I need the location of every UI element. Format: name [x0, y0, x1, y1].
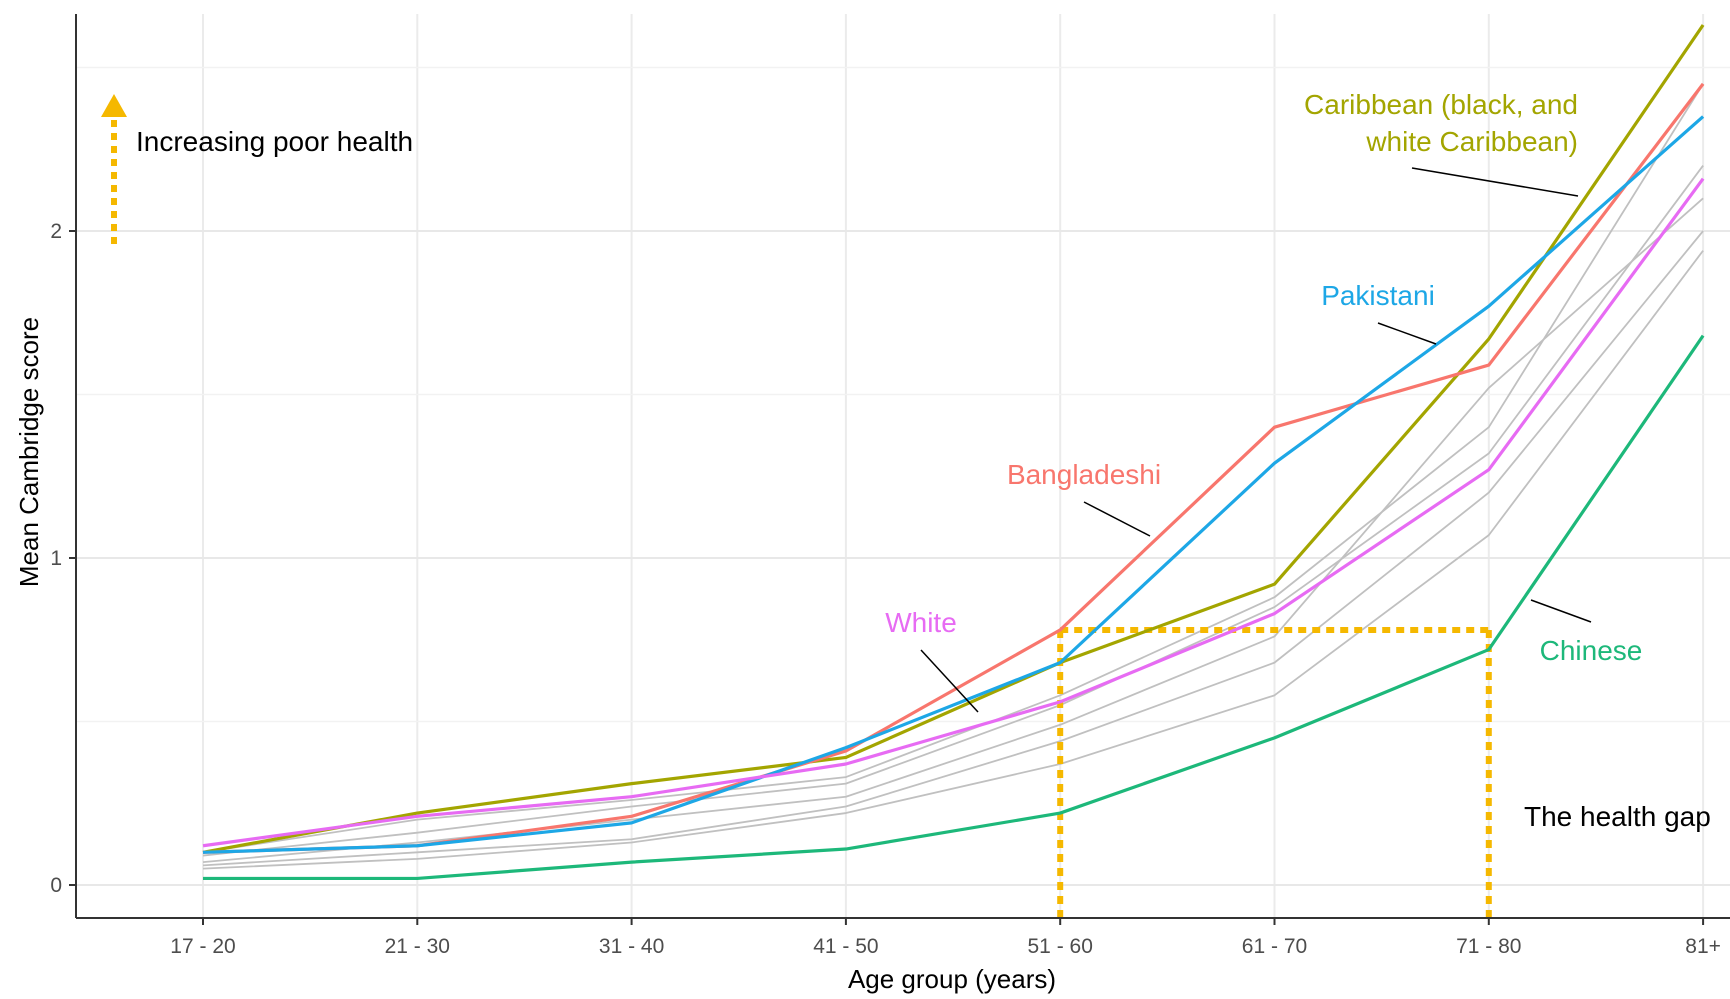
caribbean-label-line-1: Caribbean (black, and: [1304, 89, 1578, 120]
x-tick-label: 81+: [1685, 935, 1721, 958]
health-gap-markers: [1057, 626, 1492, 918]
x-tick-label: 41 - 50: [813, 935, 878, 958]
y-tick-label: 0: [50, 874, 62, 897]
x-tick-label: 61 - 70: [1242, 935, 1307, 958]
series-line-white: [202, 177, 1705, 848]
bangladeshi-label: Bangladeshi: [1007, 459, 1161, 490]
x-tick-label: 31 - 40: [599, 935, 664, 958]
increasing-poor-health-label: Increasing poor health: [136, 126, 413, 157]
leader-line-pakistani: [1377, 322, 1437, 345]
white-label: White: [885, 607, 957, 638]
axes: [75, 14, 1730, 919]
series-line-pakistani: [202, 115, 1705, 854]
series-line-other: [202, 165, 1704, 857]
x-tick-label: 51 - 60: [1028, 935, 1093, 958]
x-tick-label: 21 - 30: [385, 935, 450, 958]
caribbean-label-line-2: white Caribbean): [1365, 126, 1578, 157]
series-line-other: [202, 230, 1704, 867]
y-axis-title: Mean Cambridge score: [14, 317, 44, 587]
series-line-chinese: [203, 334, 1705, 881]
x-tick-label: 71 - 80: [1456, 935, 1521, 958]
leader-line-bangladeshi: [1083, 501, 1151, 537]
grid-lines: [76, 14, 1730, 918]
x-axis-title: Age group (years): [848, 964, 1056, 994]
health-gap-label: The health gap: [1524, 801, 1711, 832]
y-tick-label: 1: [50, 547, 62, 570]
tick-labels: 17 - 20 21 - 30 31 - 40 41 - 50 51 - 60 61 - …: [50, 220, 1721, 958]
annotation-leader-lines: [920, 167, 1592, 713]
series-line-other: [202, 83, 1704, 854]
series-line-caribbean: [202, 24, 1705, 854]
x-tick-label: 17 - 20: [170, 935, 235, 958]
series-line-other: [202, 250, 1704, 870]
leader-line-chinese: [1530, 599, 1592, 623]
chinese-label: Chinese: [1540, 635, 1643, 666]
leader-line-caribbean: [1411, 167, 1579, 197]
leader-line-white: [920, 649, 979, 713]
series-line-other: [202, 197, 1704, 864]
increasing-arrow-icon: [101, 94, 127, 244]
y-tick-label: 2: [50, 220, 62, 243]
background-series-group: [202, 83, 1704, 870]
pakistani-label: Pakistani: [1321, 280, 1435, 311]
highlight-series-group: [202, 24, 1705, 881]
